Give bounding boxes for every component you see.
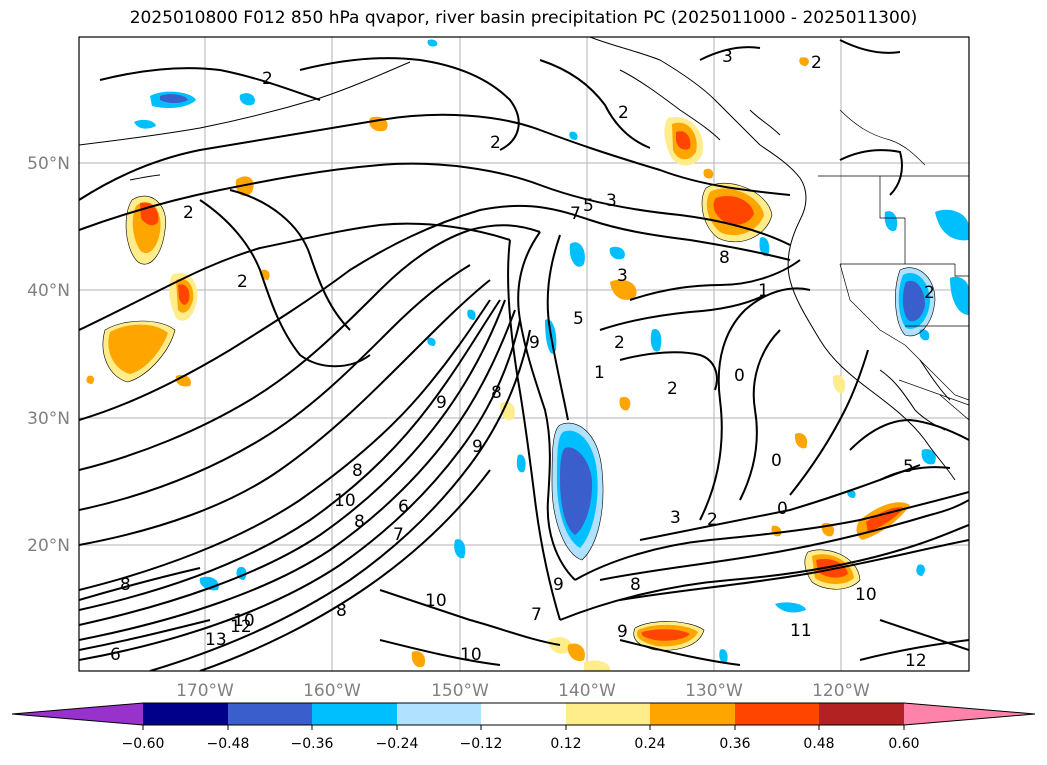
contour-label: 1 <box>758 281 769 301</box>
contour-label: 2 <box>667 379 678 399</box>
colorbar-segment <box>481 703 566 725</box>
contour-label: 8 <box>352 461 363 481</box>
colorbar-tick-label: 0.24 <box>634 736 665 752</box>
contour-label: 13 <box>205 630 227 650</box>
contour-label: 7 <box>393 525 404 545</box>
lon-label: 170°W <box>176 681 234 701</box>
contour-label: 0 <box>734 366 745 386</box>
contour-label: 0 <box>777 499 788 519</box>
lon-label: 120°W <box>812 681 870 701</box>
contour-label: 10 <box>233 611 255 631</box>
lat-label: 30°N <box>27 409 70 429</box>
contour-label: 2 <box>614 333 625 353</box>
contour-label: 2 <box>237 272 248 292</box>
contour-label: 3 <box>670 508 681 528</box>
contour-label: 10 <box>425 591 447 611</box>
lat-label: 20°N <box>27 536 70 556</box>
contour-label: 8 <box>491 383 502 403</box>
positive-anomaly-regions <box>86 57 910 671</box>
contour-label: 9 <box>617 622 628 642</box>
contour-label: 9 <box>529 333 540 353</box>
contour-labels: 3 2 2 2 2 2 2 3 5 7 8 3 1 2 9 5 2 1 0 8 … <box>110 47 935 671</box>
colorbar-tick-label: 0.60 <box>888 736 919 752</box>
contour-label: 7 <box>531 605 542 625</box>
contour-label: 3 <box>617 266 628 286</box>
lat-label: 40°N <box>27 281 70 301</box>
latitude-labels: 50°N 40°N 30°N 20°N <box>27 154 70 556</box>
contour-label: 5 <box>583 196 594 216</box>
colorbar-segment <box>650 703 735 725</box>
colorbar-ticks <box>142 725 905 730</box>
colorbar-tick-label: −0.12 <box>460 736 503 752</box>
lon-label: 130°W <box>685 681 743 701</box>
colorbar-tick-label: 0.36 <box>719 736 750 752</box>
contour-label: 1 <box>594 363 605 383</box>
coastlines <box>79 37 956 481</box>
contour-label: 10 <box>460 645 482 665</box>
colorbar-segment <box>819 703 904 725</box>
contour-label: 12 <box>230 617 252 637</box>
colorbar-segment <box>12 703 143 725</box>
colorbar: −0.60 −0.48 −0.36 −0.24 −0.12 0.12 0.24 … <box>11 702 1036 752</box>
contour-label: 2 <box>924 283 935 303</box>
contour-label: 2 <box>811 53 822 73</box>
colorbar-tick-label: −0.48 <box>207 736 250 752</box>
contour-label: 8 <box>354 512 365 532</box>
precip-anomaly-fills <box>86 39 969 671</box>
contour-label: 9 <box>472 437 483 457</box>
map-title: 2025010800 F012 850 hPa qvapor, river ba… <box>129 8 918 28</box>
contour-label: 8 <box>120 575 131 595</box>
contour-label: 10 <box>334 491 356 511</box>
contour-label: 2 <box>618 103 629 123</box>
negative-anomaly-regions <box>134 39 969 664</box>
contour-label: 8 <box>336 601 347 621</box>
contour-label: 9 <box>553 575 564 595</box>
colorbar-segment <box>904 703 1035 725</box>
colorbar-tick-label: −0.36 <box>291 736 334 752</box>
political-borders <box>818 109 969 421</box>
map-frame <box>78 36 970 672</box>
contour-label: 3 <box>722 47 733 67</box>
contour-label: 12 <box>905 651 927 671</box>
lat-label: 50°N <box>27 154 70 174</box>
contour-label: 11 <box>790 621 812 641</box>
contour-label: 6 <box>398 497 409 517</box>
longitude-labels: 170°W 160°W 150°W 140°W 130°W 120°W <box>176 681 870 701</box>
colorbar-tick-label: 0.48 <box>803 736 834 752</box>
lon-label: 150°W <box>431 681 489 701</box>
contour-label: 2 <box>262 69 273 89</box>
contour-label: 5 <box>903 457 914 477</box>
contour-label: 2 <box>183 203 194 223</box>
contour-label: 8 <box>719 248 730 268</box>
anomaly-outlines <box>102 183 936 651</box>
contour-label: 3 <box>606 191 617 211</box>
map-plot-area: 3 2 2 2 2 2 2 3 5 7 8 3 1 2 9 5 2 1 0 8 … <box>79 37 969 671</box>
contour-label: 7 <box>570 204 581 224</box>
colorbar-segment <box>312 703 397 725</box>
contour-label: 9 <box>436 393 447 413</box>
colorbar-segment <box>228 703 312 725</box>
colorbar-segment <box>397 703 481 725</box>
qvapor-contours <box>79 39 969 671</box>
colorbar-segment <box>143 703 228 725</box>
contour-label: 2 <box>707 510 718 530</box>
colorbar-tick-label: 0.12 <box>550 736 581 752</box>
colorbar-segment <box>735 703 819 725</box>
colorbar-tick-label: −0.60 <box>122 736 165 752</box>
lon-label: 160°W <box>303 681 361 701</box>
lon-label: 140°W <box>558 681 616 701</box>
contour-label: 0 <box>771 451 782 471</box>
contour-label: 8 <box>630 575 641 595</box>
contour-label: 2 <box>490 133 501 153</box>
contour-label: 10 <box>855 585 877 605</box>
contour-label: 6 <box>110 645 121 665</box>
colorbar-tick-label: −0.24 <box>376 736 419 752</box>
contour-label: 5 <box>573 309 584 329</box>
colorbar-segment <box>566 703 650 725</box>
graticule <box>79 37 969 671</box>
